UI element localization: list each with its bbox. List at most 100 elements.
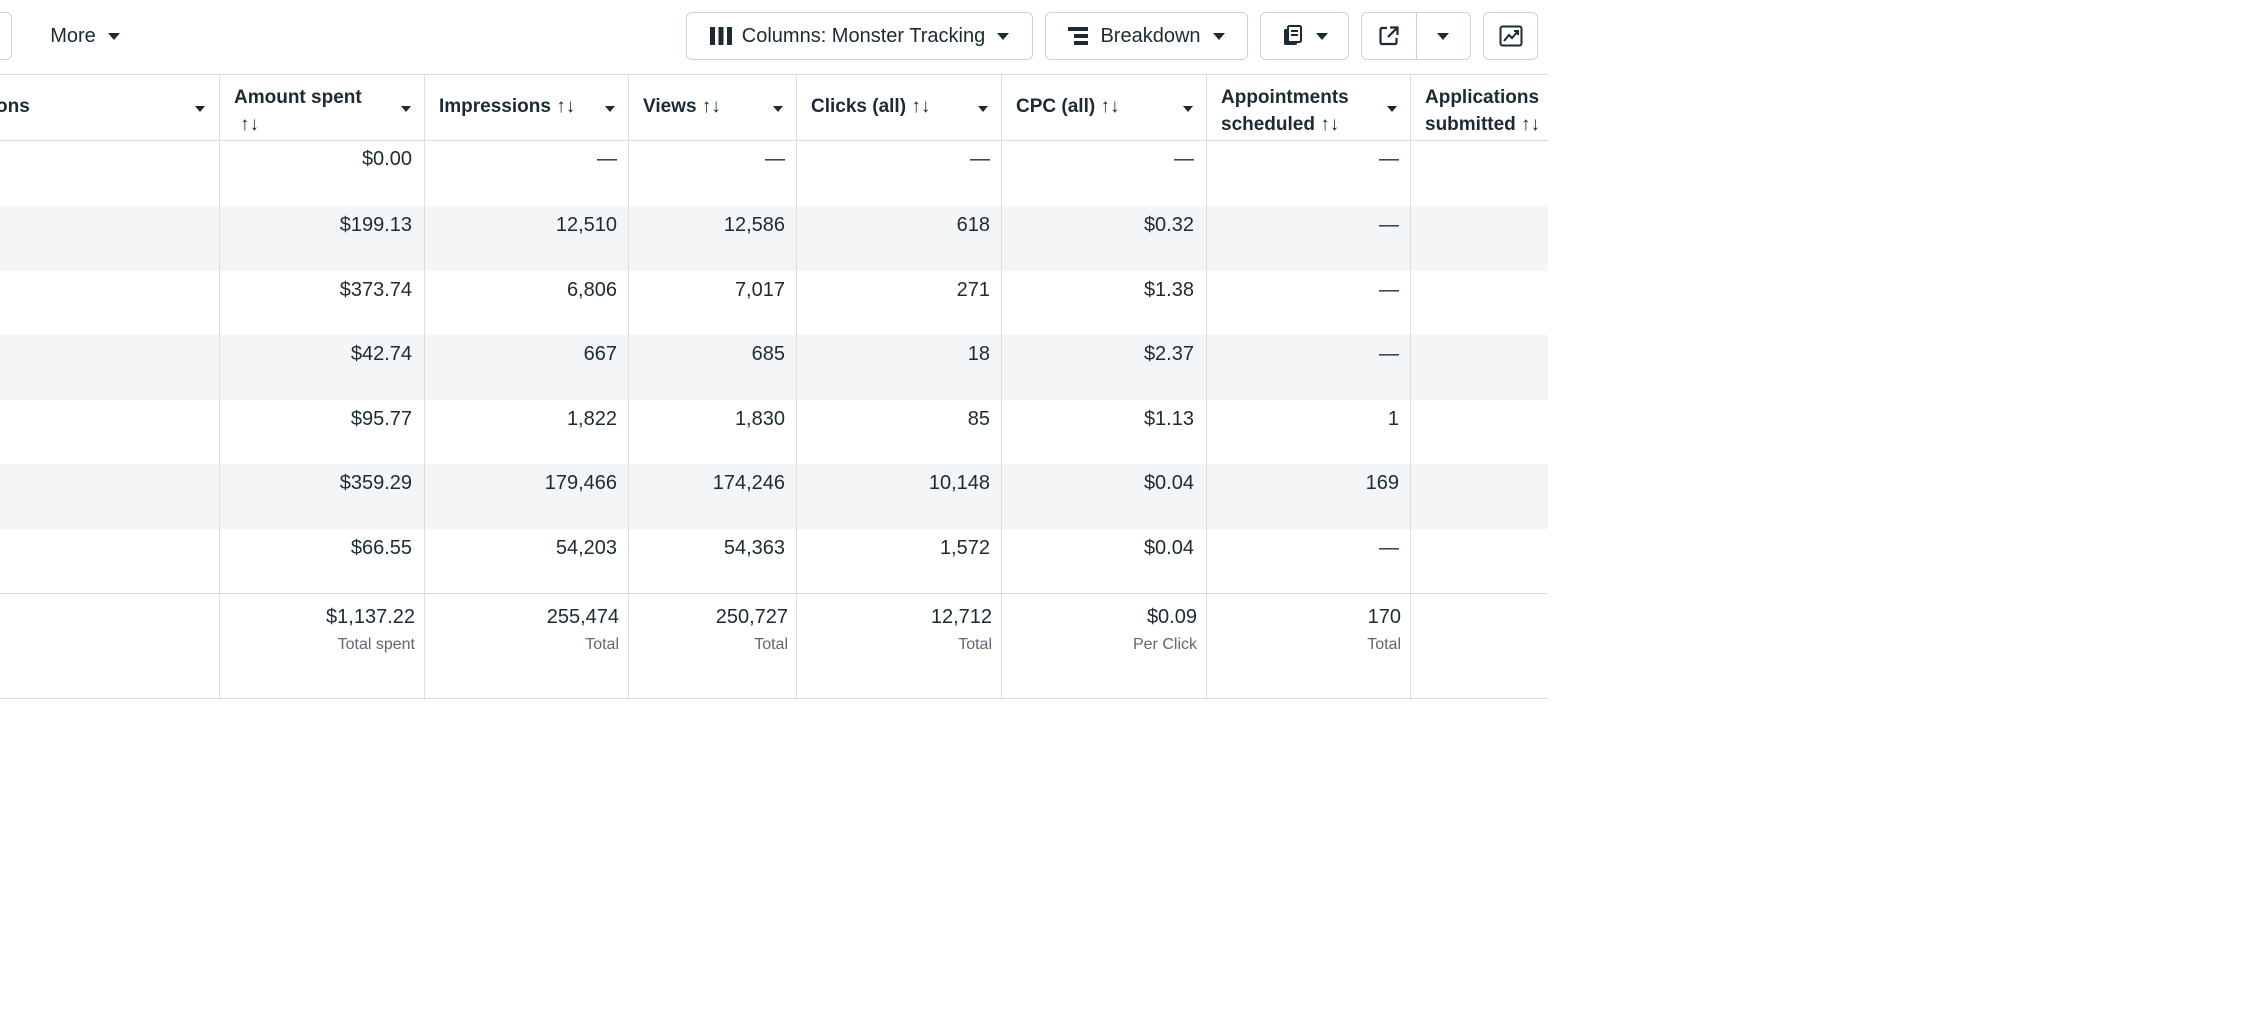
clicks-cell: 271 [956,279,990,301]
column-header-views[interactable]: Views ↑↓ [629,74,796,140]
amount-spent-cell: $42.74 [350,343,412,365]
columns-label: Columns: Monster Tracking [741,24,986,47]
table-row[interactable]: $373.74 6,806 7,017 271 $1.38 — [0,271,1548,336]
views-cell: 54,363 [723,537,785,559]
impressions-cell: 54,203 [555,537,617,559]
column-menu-icon[interactable] [195,106,205,112]
appointments-cell: — [1379,537,1399,559]
clicks-cell: 618 [956,214,990,236]
column-header-label: Amount spent ↑↓ [234,84,362,138]
chevron-down-icon [997,32,1010,40]
chevron-down-icon [107,32,120,40]
reports-button[interactable] [1260,12,1349,60]
table-row[interactable]: $42.74 667 685 18 $2.37 — [0,335,1548,400]
impressions-cell: — [597,148,617,170]
toolbar: More Columns: Monster Tracking Breakdown [0,0,1548,74]
views-cell: 7,017 [734,279,785,301]
column-divider[interactable] [1001,74,1002,700]
more-button[interactable]: More [40,12,130,60]
export-icon [1379,26,1399,46]
column-divider[interactable] [796,74,797,700]
column-header-label: Impressions ↑↓ [439,96,576,117]
column-menu-icon[interactable] [1387,106,1397,112]
column-divider[interactable] [1206,74,1207,700]
amount-total-value: $1,137.22 [326,606,415,628]
column-divider[interactable] [424,74,425,700]
column-divider[interactable] [219,74,220,700]
column-menu-icon[interactable] [978,106,988,112]
column-menu-icon[interactable] [605,106,615,112]
export-dropdown-button[interactable] [1418,13,1468,59]
table-row[interactable]: $199.13 12,510 12,586 618 $0.32 — [0,206,1548,271]
breakdown-label: Breakdown [1100,24,1201,47]
column-divider[interactable] [628,74,629,700]
export-button-divider [1416,12,1417,60]
column-menu-icon[interactable] [773,106,783,112]
amount-spent-cell: $0.00 [361,148,412,170]
column-header-appointments-scheduled[interactable]: Appointments scheduled ↑↓ [1207,74,1410,140]
column-header-label: Appointments scheduled ↑↓ [1221,84,1349,138]
clicks-cell: — [970,148,990,170]
sort-icon[interactable]: ↑↓ [240,114,259,135]
chevron-down-icon [1212,32,1225,40]
appointments-cell: — [1379,214,1399,236]
header-bottom-border [0,140,1548,141]
cpc-cell: $0.32 [1143,214,1194,236]
amount-spent-cell: $199.13 [339,214,412,236]
table-bottom-border [0,698,1548,699]
table-row[interactable]: $66.55 54,203 54,363 1,572 $0.04 — [0,529,1548,594]
table-row[interactable]: $95.77 1,822 1,830 85 $1.13 1 [0,400,1548,465]
column-menu-icon[interactable] [1183,106,1193,112]
clicks-total-label: Total [958,636,992,653]
chart-button[interactable] [1483,12,1538,60]
impressions-cell: 12,510 [555,214,617,236]
appointments-cell: — [1379,343,1399,365]
views-total-label: Total [754,636,788,653]
chevron-down-icon [1437,32,1449,40]
column-header-line: Appointments [1221,87,1349,108]
impressions-cell: 1,822 [566,408,617,430]
more-label: More [50,24,96,47]
views-cell: 685 [751,343,785,365]
column-header-impressions[interactable]: Impressions ↑↓ [425,74,628,140]
clicks-cell: 18 [967,343,990,365]
column-menu-icon[interactable] [401,106,411,112]
appointments-cell: — [1379,279,1399,301]
column-header-line: submitted ↑↓ [1425,114,1541,135]
views-cell: — [765,148,785,170]
column-header-amount-spent[interactable]: Amount spent ↑↓ [220,74,424,140]
column-divider[interactable] [1410,74,1411,700]
columns-icon [709,27,732,45]
appointments-cell: 169 [1365,472,1399,494]
impressions-cell: 667 [583,343,617,365]
left-button-edge[interactable] [0,12,12,60]
amount-spent-cell: $359.29 [339,472,412,494]
column-header-label: Views ↑↓ [643,96,721,117]
table-top-border [0,74,1548,75]
column-header-label: Clicks (all) ↑↓ [811,96,931,117]
impressions-cell: 6,806 [566,279,617,301]
clicks-cell: 1,572 [939,537,990,559]
column-header-label: CPC (all) ↑↓ [1016,96,1120,117]
amount-total-label: Total spent [337,636,415,653]
amount-spent-cell: $66.55 [350,537,412,559]
clicks-cell: 10,148 [928,472,990,494]
column-header-applications-submitted[interactable]: Applications submitted ↑↓ [1411,74,1548,140]
table-row[interactable]: $0.00 — — — — — [0,140,1548,205]
cpc-cell: $1.13 [1143,408,1194,430]
appointments-cell: — [1379,148,1399,170]
column-header-cpc[interactable]: CPC (all) ↑↓ [1002,74,1206,140]
column-header-clicks[interactable]: Clicks (all) ↑↓ [797,74,1001,140]
columns-button[interactable]: Columns: Monster Tracking [686,12,1033,60]
breakdown-button[interactable]: Breakdown [1045,12,1248,60]
impressions-total-label: Total [585,636,619,653]
views-cell: 12,586 [723,214,785,236]
cpc-cell: — [1174,148,1194,170]
appointments-cell: 1 [1387,408,1399,430]
table-row[interactable]: $359.29 179,466 174,246 10,148 $0.04 169 [0,464,1548,529]
column-header-label: Applications submitted ↑↓ [1425,84,1540,138]
reports-icon [1283,25,1302,45]
column-header-name[interactable]: ons [0,74,219,140]
data-table: $0.00 — — — — — $199.13 12,510 12,586 61… [0,74,1548,700]
column-header-label: ons [0,96,30,117]
